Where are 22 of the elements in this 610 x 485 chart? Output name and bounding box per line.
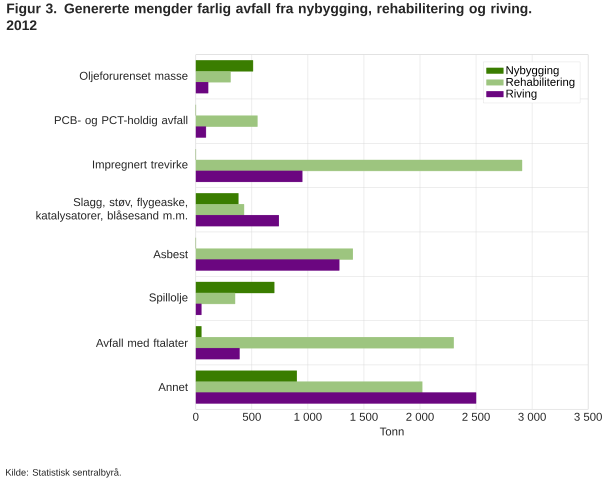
x-tick-label: 2 000 (406, 412, 434, 421)
y-tick-label: Annet (158, 383, 188, 392)
legend-label: Riving (506, 89, 536, 100)
y-tick-label: Spillolje (149, 293, 188, 304)
legend-label: Rehabilitering (506, 78, 574, 88)
y-tick-label: Oljeforurenset masse (80, 72, 188, 82)
x-tick-label: 2 500 (462, 412, 490, 421)
y-tick-label: PCB- og PCT-holdig avfall (54, 116, 188, 127)
y-tick-label: Asbest (153, 250, 188, 258)
y-tick-label: Avfall med ftalater (96, 338, 188, 348)
x-tick-label: 0 (193, 412, 198, 421)
y-tick-label: Impregnert trevirke (92, 160, 188, 171)
text: Kilde: Statistisk sentralbyrå. (6, 468, 121, 478)
y-tick-label: Slagg, støv, flygeaske, katalysatorer, blåsesand m.m. (36, 198, 188, 222)
x-tick-label: 1 500 (350, 412, 378, 421)
legend-label: Nybygging (506, 66, 559, 77)
x-tick-label: 500 (242, 412, 261, 421)
x-axis-title: Tonn (380, 428, 404, 436)
chart-title: Figur 3. Genererte mengder farlig avfall fra nybygging, rehabilitering og riving. 2012 (6, 3, 532, 30)
x-tick-label: 3 000 (518, 412, 546, 421)
x-tick-label: 1 000 (294, 412, 322, 421)
x-tick-label: 3 500 (574, 412, 602, 421)
